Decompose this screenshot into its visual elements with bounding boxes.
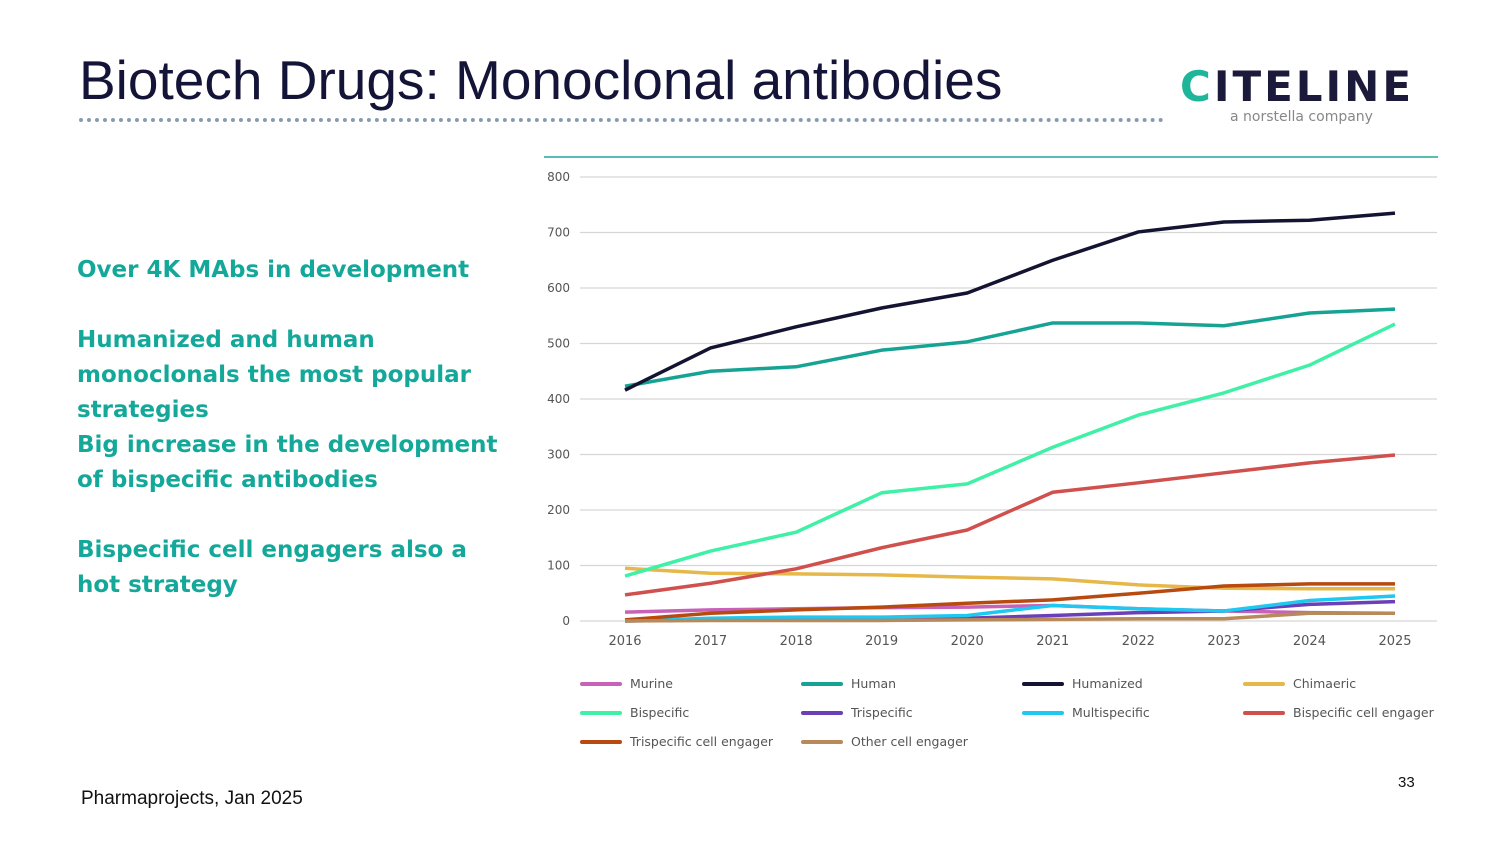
- series-line-murine: [624, 603, 1396, 615]
- logo-subtitle: a norstella company: [1230, 109, 1373, 125]
- legend-item: Bispecific cell engager: [1243, 705, 1435, 720]
- y-tick-label: 0: [562, 614, 570, 628]
- x-tick-label: 2024: [1293, 634, 1326, 649]
- bullet-1: Over 4K MAbs in development: [77, 257, 470, 283]
- legend-item: Trispecific cell engager: [580, 734, 774, 749]
- legend-label: Other cell engager: [851, 734, 969, 749]
- legend-item: Murine: [580, 676, 673, 691]
- legend-item: Humanized: [1022, 676, 1143, 691]
- x-tick-label: 2021: [1036, 634, 1069, 649]
- series-line-trispecific-cell-engager: [624, 582, 1395, 622]
- series-line-multispecific: [624, 594, 1396, 623]
- y-tick-label: 300: [547, 448, 570, 462]
- legend-label: Human: [851, 676, 896, 691]
- legend-item: Multispecific: [1022, 705, 1150, 720]
- series-line-human: [624, 307, 1396, 388]
- slide-title: Biotech Drugs: Monoclonal antibodies: [79, 49, 1003, 111]
- legend-label: Trispecific cell engager: [629, 734, 774, 749]
- y-tick-label: 200: [547, 503, 570, 517]
- legend-item: Human: [801, 676, 896, 691]
- y-tick-label: 500: [547, 337, 570, 351]
- citeline-logo: CITELINE a norstella company: [1180, 62, 1430, 125]
- series-line-bispecific: [624, 322, 1396, 578]
- series-line-humanized: [624, 211, 1396, 392]
- legend-label: Bispecific: [630, 705, 689, 720]
- legend-label: Bispecific cell engager: [1293, 705, 1435, 720]
- series-line-other-cell-engager: [624, 611, 1395, 623]
- legend-label: Murine: [630, 676, 673, 691]
- legend-label: Trispecific: [850, 705, 913, 720]
- title-divider: [79, 118, 1164, 126]
- x-tick-label: 2025: [1378, 634, 1411, 649]
- x-tick-label: 2020: [951, 634, 984, 649]
- x-tick-label: 2016: [608, 634, 641, 649]
- logo-wordmark: CITELINE: [1180, 62, 1415, 111]
- x-tick-label: 2023: [1207, 634, 1240, 649]
- y-tick-label: 700: [547, 226, 570, 240]
- bullet-3: Big increase in the development of bispe…: [77, 432, 498, 493]
- legend-label: Chimaeric: [1293, 676, 1356, 691]
- y-tick-label: 400: [547, 392, 570, 406]
- page-number: 33: [1398, 774, 1415, 791]
- source-note: Pharmaprojects, Jan 2025: [81, 788, 303, 809]
- y-tick-label: 100: [547, 559, 570, 573]
- legend-item: Other cell engager: [801, 734, 969, 749]
- bullet-2: Humanized and human monoclonals the most…: [77, 327, 472, 423]
- y-tick-label: 800: [547, 170, 570, 184]
- series-line-bispecific-cell-engager: [624, 453, 1396, 597]
- legend-label: Humanized: [1072, 676, 1143, 691]
- x-tick-label: 2019: [865, 634, 898, 649]
- bullet-4: Bispecific cell engagers also a hot stra…: [77, 537, 467, 598]
- legend-item: Trispecific: [801, 705, 913, 720]
- line-chart: 0 100 200 300 400 500 600 700 800 2016 2017 2018 201…: [544, 156, 1438, 749]
- y-tick-label: 600: [547, 281, 570, 295]
- series-line-chimaeric: [624, 566, 1395, 591]
- legend-item: Bispecific: [580, 705, 689, 720]
- x-tick-label: 2018: [780, 634, 813, 649]
- x-tick-label: 2017: [694, 634, 727, 649]
- legend-label: Multispecific: [1072, 705, 1150, 720]
- legend-item: Chimaeric: [1243, 676, 1356, 691]
- x-tick-label: 2022: [1122, 634, 1155, 649]
